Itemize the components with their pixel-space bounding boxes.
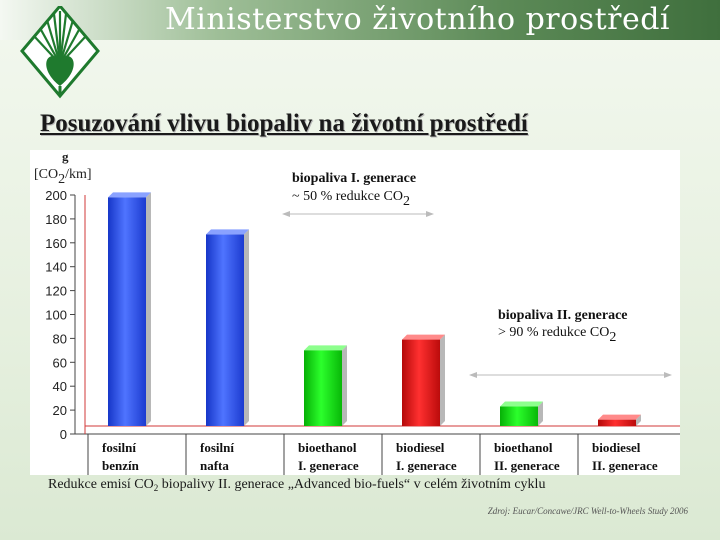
y-tick-label: 200 bbox=[45, 188, 67, 203]
x-tick-label-line1: fosilní bbox=[200, 440, 234, 455]
x-tick-label-line1: biodiesel bbox=[592, 440, 641, 455]
slide-title: Posuzování vlivu biopaliv na životní pro… bbox=[40, 110, 528, 137]
x-labels: fosilní benzín fosilní nafta bioethanol I. ge… bbox=[87, 434, 658, 475]
y-tick-label: 100 bbox=[45, 308, 67, 323]
gen2-arrow-head-left bbox=[469, 372, 477, 378]
bar bbox=[304, 345, 347, 426]
gen2-text-sub: 2 bbox=[609, 330, 616, 345]
bars bbox=[108, 192, 641, 426]
caption-pre: Redukce emisí CO bbox=[48, 477, 154, 492]
bar bbox=[500, 401, 543, 426]
y-tick-label: 0 bbox=[60, 427, 67, 442]
x-tick-label-line1: fosilní bbox=[102, 440, 136, 455]
caption-sub: 2 bbox=[153, 483, 159, 493]
y-tick-label: 120 bbox=[45, 284, 67, 299]
caption-post: biopalivy II. generace „Advanced bio-fue… bbox=[158, 477, 546, 492]
x-tick-label-line2: I. generace bbox=[396, 458, 457, 473]
bar bbox=[206, 229, 249, 426]
y-tick-label: 40 bbox=[53, 379, 67, 394]
x-tick-label-line2: II. generace bbox=[494, 458, 560, 473]
x-tick-label-line1: biodiesel bbox=[396, 440, 445, 455]
x-tick-label-line2: nafta bbox=[200, 458, 229, 473]
y-tick-label: 80 bbox=[53, 331, 67, 346]
bar-body bbox=[402, 339, 440, 426]
gen2-title: biopaliva II. generace bbox=[498, 308, 628, 323]
gen1-arrow-head-right bbox=[426, 211, 434, 217]
y-axis-label: [CO2/km] bbox=[34, 167, 92, 187]
bar-side bbox=[146, 192, 151, 426]
bar-top bbox=[108, 192, 151, 198]
x-tick-label-line1: bioethanol bbox=[298, 440, 357, 455]
y-axis-unit-g: g bbox=[62, 150, 69, 164]
bar-body bbox=[206, 234, 244, 426]
gen2-text-main: > 90 % redukce CO bbox=[498, 325, 609, 340]
bar bbox=[108, 192, 151, 426]
y-tick-label: 180 bbox=[45, 212, 67, 227]
x-tick-label-line2: benzín bbox=[102, 458, 140, 473]
bar-body bbox=[500, 406, 538, 426]
bar-side bbox=[538, 401, 543, 426]
bar-side bbox=[440, 334, 445, 426]
y-tick-label: 140 bbox=[45, 260, 67, 275]
bar-top bbox=[206, 229, 249, 235]
bar-top bbox=[500, 401, 543, 407]
gen1-arrow-head-left bbox=[282, 211, 290, 217]
y-axis-label-sub: 2 bbox=[58, 172, 65, 187]
bar-side bbox=[342, 345, 347, 426]
bar bbox=[598, 414, 641, 426]
ministry-logo-icon bbox=[20, 6, 100, 99]
gen1-text: ~ 50 % redukce CO2 bbox=[292, 189, 410, 209]
y-tick-label: 160 bbox=[45, 236, 67, 251]
chart-caption: Redukce emisí CO2 biopalivy II. generace… bbox=[48, 477, 545, 493]
header-banner: Ministerstvo životního prostředí bbox=[0, 0, 720, 40]
gen1-title: biopaliva I. generace bbox=[292, 171, 416, 186]
header-title: Ministerstvo životního prostředí bbox=[165, 2, 671, 37]
bar-body bbox=[598, 419, 636, 426]
bar-top bbox=[598, 414, 641, 420]
gen1-text-main: ~ 50 % redukce CO bbox=[292, 189, 403, 204]
y-axis-label-suffix: /km] bbox=[65, 167, 91, 182]
bar-top bbox=[402, 334, 445, 340]
gen2-text: > 90 % redukce CO2 bbox=[498, 325, 616, 345]
bar-side bbox=[244, 229, 249, 426]
y-axis-label-text: [CO bbox=[34, 167, 58, 182]
bar-body bbox=[108, 197, 146, 426]
x-tick-label-line2: II. generace bbox=[592, 458, 658, 473]
source-note: Zdroj: Eucar/Concawe/JRC Well-to-Wheels … bbox=[487, 506, 688, 516]
x-tick-label-line2: I. generace bbox=[298, 458, 359, 473]
x-tick-label-line1: bioethanol bbox=[494, 440, 553, 455]
y-tick-label: 20 bbox=[53, 403, 67, 418]
y-ticks: 0 20 40 60 80 100 120 140 160 180 200 bbox=[45, 188, 75, 442]
bar-body bbox=[304, 350, 342, 426]
gen2-arrow-head-right bbox=[664, 372, 672, 378]
bar-top bbox=[304, 345, 347, 351]
chart-panel: g [CO2/km] 0 20 40 60 80 100 120 140 160 180 200 f… bbox=[30, 150, 680, 475]
bar bbox=[402, 334, 445, 426]
y-tick-label: 60 bbox=[53, 355, 67, 370]
bar-side bbox=[636, 414, 641, 426]
gen1-text-sub: 2 bbox=[403, 194, 410, 209]
